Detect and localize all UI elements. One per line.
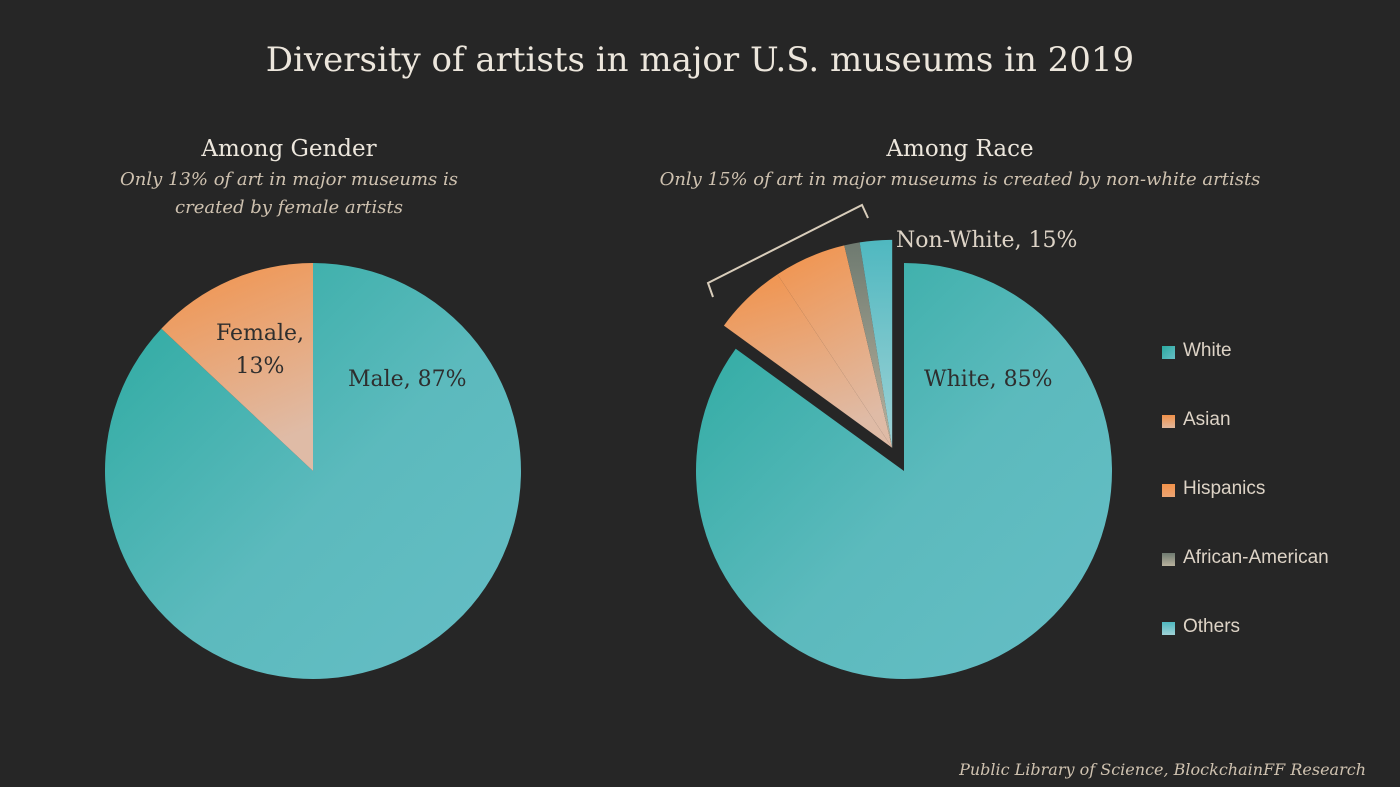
legend-swatch-hispanics: [1162, 484, 1175, 497]
non-white-bracket: [706, 203, 869, 298]
legend-swatch-asian: [1162, 415, 1175, 428]
pie-slice-others: [859, 239, 893, 448]
gender-chart-subtitle: Only 13% of art in major museums is crea…: [89, 166, 489, 222]
race-pie: [696, 239, 1112, 679]
legend-item-hispanics: Hispanics: [1162, 478, 1329, 547]
pie-slice-male: [104, 263, 521, 680]
legend-item-asian: Asian: [1162, 409, 1329, 478]
legend-swatch-others: [1162, 622, 1175, 635]
pie-slice-asian: [723, 274, 893, 448]
slice-label-white: White, 85%: [924, 367, 1053, 392]
legend-item-african-american: African-American: [1162, 547, 1329, 616]
group-label-non-white: Non-White, 15%: [896, 228, 1077, 253]
legend-swatch-white: [1162, 346, 1175, 359]
slice-label-male: Male, 87%: [348, 367, 467, 392]
race-chart-subtitle: Only 15% of art in major museums is crea…: [659, 169, 1261, 190]
legend-item-white: White: [1162, 340, 1329, 409]
gender-subtitle-line-2: created by female artists: [175, 197, 403, 218]
legend-swatch-african-american: [1162, 553, 1175, 566]
gender-subtitle-line-1: Only 13% of art in major museums is: [119, 169, 459, 190]
race-legend: White Asian Hispanics African-American O…: [1162, 340, 1329, 685]
race-chart-title: Among Race: [886, 136, 1034, 162]
legend-label-hispanics: Hispanics: [1183, 478, 1266, 499]
pie-slice-female: [161, 263, 313, 471]
pie-slice-hispanics: [777, 245, 893, 448]
pie-slice-white: [696, 263, 1112, 679]
chart-title: Diversity of artists in major U.S. museu…: [265, 40, 1135, 80]
legend-item-others: Others: [1162, 616, 1329, 685]
slice-label-female-line-2: 13%: [236, 354, 285, 379]
legend-label-asian: Asian: [1183, 409, 1231, 430]
source-note: Public Library of Science, BlockchainFF …: [959, 760, 1366, 779]
legend-label-african-american: African-American: [1183, 547, 1329, 568]
legend-label-white: White: [1183, 340, 1232, 361]
slice-label-female-line-1: Female,: [216, 321, 304, 346]
legend-label-others: Others: [1183, 616, 1241, 637]
gender-pie: [104, 263, 521, 680]
gender-chart-title: Among Gender: [201, 136, 377, 162]
pie-slice-african-american: [844, 242, 893, 448]
